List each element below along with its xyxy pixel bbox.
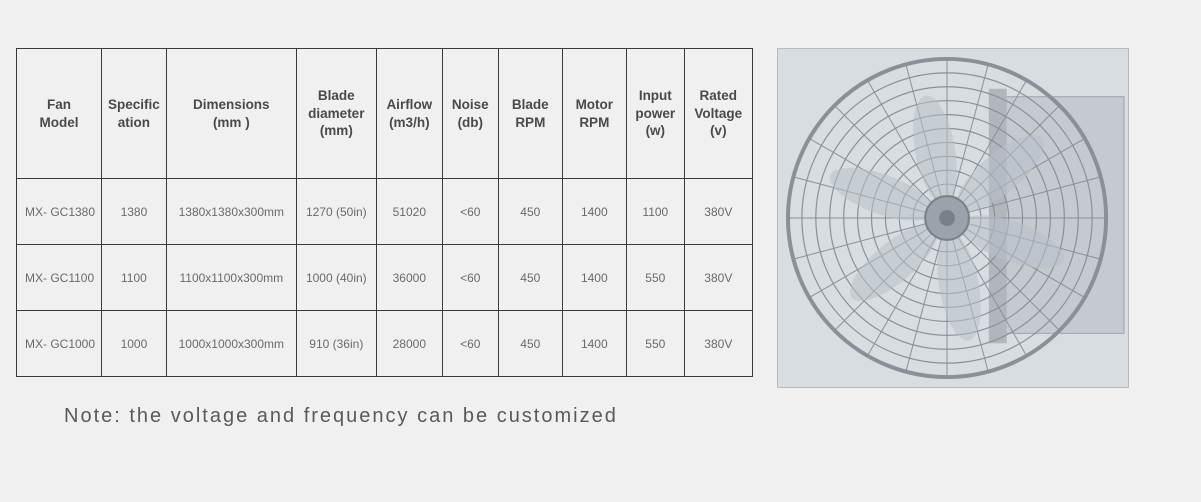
column-header: Airflow(m3/h) [376, 49, 442, 179]
table-cell: 1000 [102, 311, 167, 377]
table-row: MX- GC138013801380x1380x300mm1270 (50in)… [17, 179, 753, 245]
table-row: MX- GC110011001100x1100x300mm1000 (40in)… [17, 245, 753, 311]
table-cell: MX- GC1380 [17, 179, 102, 245]
table-body: MX- GC138013801380x1380x300mm1270 (50in)… [17, 179, 753, 377]
column-header: Dimensions(mm ) [166, 49, 296, 179]
table-cell: 1400 [562, 245, 626, 311]
table-cell: 28000 [376, 311, 442, 377]
product-image [777, 48, 1129, 388]
table-cell: <60 [442, 245, 498, 311]
table-head: FanModelSpecificationDimensions(mm )Blad… [17, 49, 753, 179]
table-cell: 450 [498, 179, 562, 245]
table-cell: 1380x1380x300mm [166, 179, 296, 245]
table-cell: 1000 (40in) [296, 245, 376, 311]
table-cell: <60 [442, 179, 498, 245]
table-cell: 450 [498, 245, 562, 311]
table-cell: 380V [684, 311, 752, 377]
table-cell: 1400 [562, 179, 626, 245]
table-cell: 1100 [102, 245, 167, 311]
table-cell: <60 [442, 311, 498, 377]
table-cell: 1100 [626, 179, 684, 245]
column-header: MotorRPM [562, 49, 626, 179]
column-header: Bladediameter(mm) [296, 49, 376, 179]
table-cell: 450 [498, 311, 562, 377]
spec-table: FanModelSpecificationDimensions(mm )Blad… [16, 48, 753, 377]
table-cell: 910 (36in) [296, 311, 376, 377]
table-cell: 550 [626, 311, 684, 377]
table-cell: 380V [684, 179, 752, 245]
table-cell: 36000 [376, 245, 442, 311]
table-cell: 1000x1000x300mm [166, 311, 296, 377]
table-cell: 380V [684, 245, 752, 311]
table-cell: 1100x1100x300mm [166, 245, 296, 311]
table-cell: MX- GC1000 [17, 311, 102, 377]
table-cell: MX- GC1100 [17, 245, 102, 311]
column-header: Inputpower(w) [626, 49, 684, 179]
table-row: MX- GC100010001000x1000x300mm910 (36in)2… [17, 311, 753, 377]
column-header: Noise(db) [442, 49, 498, 179]
fan-illustration [778, 49, 1128, 387]
table-cell: 1380 [102, 179, 167, 245]
spec-table-container: FanModelSpecificationDimensions(mm )Blad… [16, 48, 753, 428]
footnote: Note: the voltage and frequency can be c… [64, 405, 753, 428]
table-cell: 550 [626, 245, 684, 311]
table-cell: 51020 [376, 179, 442, 245]
table-cell: 1270 (50in) [296, 179, 376, 245]
column-header: RatedVoltage(v) [684, 49, 752, 179]
column-header: Specification [102, 49, 167, 179]
table-cell: 1400 [562, 311, 626, 377]
column-header: BladeRPM [498, 49, 562, 179]
column-header: FanModel [17, 49, 102, 179]
